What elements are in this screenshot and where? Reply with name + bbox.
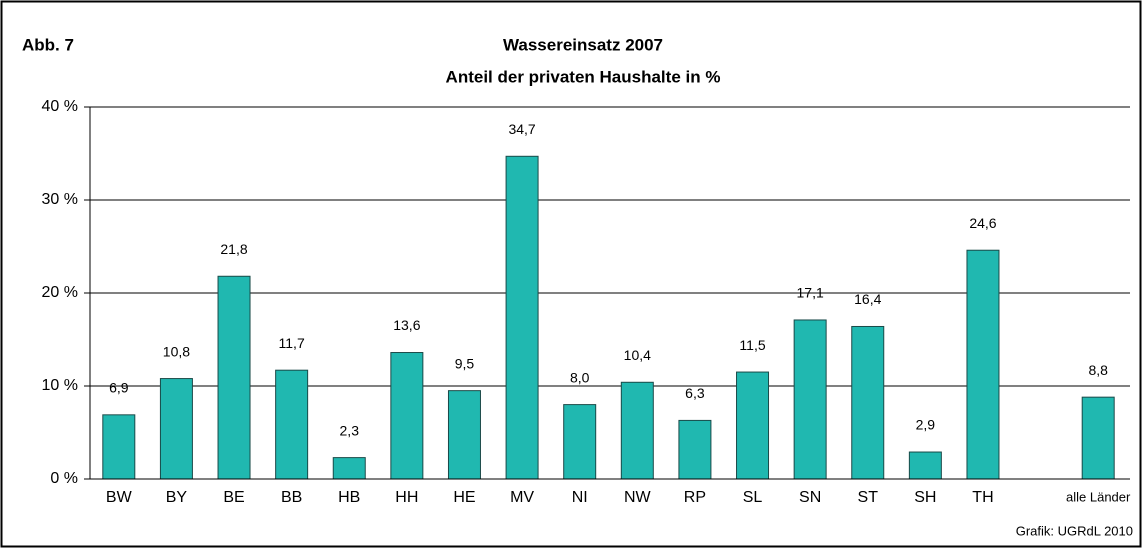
bar: [736, 371, 770, 480]
x-tick-label: BY: [166, 489, 188, 506]
bar: [908, 451, 942, 480]
x-tick-label: TH: [972, 489, 993, 506]
x-tick-label: BE: [223, 489, 244, 506]
chart-subtitle: Anteil der privaten Haushalte in %: [446, 67, 721, 86]
bar: [332, 457, 366, 480]
y-tick-label: 20 %: [42, 284, 78, 301]
source: Grafik: UGRdL 2010: [1016, 523, 1133, 538]
x-tick-label: SN: [799, 489, 821, 506]
chart-title: Wassereinsatz 2007: [503, 35, 663, 54]
x-tick-label: SL: [743, 489, 763, 506]
figure-label: Abb. 7: [22, 35, 74, 54]
value-label: 8,8: [1088, 362, 1108, 378]
y-tick-label: 40 %: [42, 98, 78, 115]
bar: [851, 325, 885, 480]
bar: [447, 390, 481, 480]
bar: [159, 378, 193, 480]
x-tick-label: SH: [914, 489, 936, 506]
x-tick-label: NI: [572, 489, 588, 506]
bar: [966, 249, 1000, 480]
value-label: 11,7: [279, 335, 305, 351]
value-label: 34,7: [508, 121, 535, 137]
bar: [217, 275, 251, 480]
x-tick-label: HH: [395, 489, 418, 506]
y-tick-label: 10 %: [42, 377, 78, 394]
x-tick-label: RP: [684, 489, 706, 506]
x-tick-label: alle Länder: [1066, 489, 1131, 504]
value-label: 21,8: [220, 241, 247, 257]
value-label: 9,5: [455, 355, 475, 371]
x-tick-label: MV: [510, 489, 534, 506]
x-tick-label: HB: [338, 489, 360, 506]
value-label: 10,4: [624, 347, 651, 363]
y-tick-label: 30 %: [42, 191, 78, 208]
bar: [390, 352, 424, 480]
value-label: 17,1: [797, 285, 824, 301]
bar: [102, 414, 136, 480]
bar: [793, 319, 827, 480]
bar: [563, 404, 597, 480]
value-label: 16,4: [854, 291, 881, 307]
bar: [275, 369, 309, 480]
x-tick-label: BB: [281, 489, 302, 506]
x-tick-label: BW: [106, 489, 133, 506]
value-label: 10,8: [163, 343, 190, 359]
x-tick-label: ST: [858, 489, 879, 506]
value-label: 2,3: [340, 422, 360, 438]
bar: [678, 419, 712, 480]
x-tick-label: NW: [624, 489, 652, 506]
value-label: 13,6: [393, 317, 420, 333]
y-tick-label: 0 %: [50, 470, 78, 487]
bar: [620, 381, 654, 480]
value-label: 6,3: [685, 385, 705, 401]
x-tick-label: HE: [453, 489, 475, 506]
value-label: 24,6: [969, 215, 996, 231]
bar: [1081, 396, 1115, 480]
bar: [505, 155, 539, 480]
value-label: 11,5: [739, 337, 765, 353]
value-label: 6,9: [109, 380, 129, 396]
value-label: 8,0: [570, 369, 590, 385]
value-label: 2,9: [916, 417, 936, 433]
